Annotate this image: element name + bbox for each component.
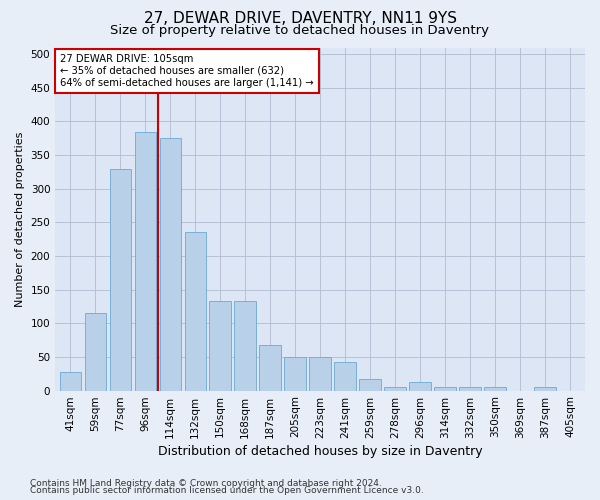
Text: 27 DEWAR DRIVE: 105sqm
← 35% of detached houses are smaller (632)
64% of semi-de: 27 DEWAR DRIVE: 105sqm ← 35% of detached… bbox=[61, 54, 314, 88]
X-axis label: Distribution of detached houses by size in Daventry: Distribution of detached houses by size … bbox=[158, 444, 482, 458]
Bar bbox=[259, 345, 281, 391]
Bar bbox=[460, 387, 481, 390]
Bar bbox=[110, 168, 131, 390]
Text: 27, DEWAR DRIVE, DAVENTRY, NN11 9YS: 27, DEWAR DRIVE, DAVENTRY, NN11 9YS bbox=[143, 11, 457, 26]
Bar bbox=[235, 301, 256, 390]
Text: Size of property relative to detached houses in Daventry: Size of property relative to detached ho… bbox=[110, 24, 490, 37]
Bar bbox=[85, 313, 106, 390]
Text: Contains HM Land Registry data © Crown copyright and database right 2024.: Contains HM Land Registry data © Crown c… bbox=[30, 478, 382, 488]
Bar bbox=[284, 357, 306, 390]
Bar bbox=[385, 387, 406, 390]
Bar bbox=[434, 387, 455, 390]
Bar bbox=[484, 387, 506, 390]
Bar bbox=[185, 232, 206, 390]
Bar bbox=[334, 362, 356, 390]
Text: Contains public sector information licensed under the Open Government Licence v3: Contains public sector information licen… bbox=[30, 486, 424, 495]
Bar bbox=[209, 301, 231, 390]
Bar bbox=[359, 379, 380, 390]
Bar bbox=[310, 357, 331, 390]
Bar bbox=[59, 372, 81, 390]
Bar bbox=[409, 382, 431, 390]
Bar bbox=[134, 132, 156, 390]
Y-axis label: Number of detached properties: Number of detached properties bbox=[15, 132, 25, 306]
Bar bbox=[160, 138, 181, 390]
Bar bbox=[535, 387, 556, 390]
